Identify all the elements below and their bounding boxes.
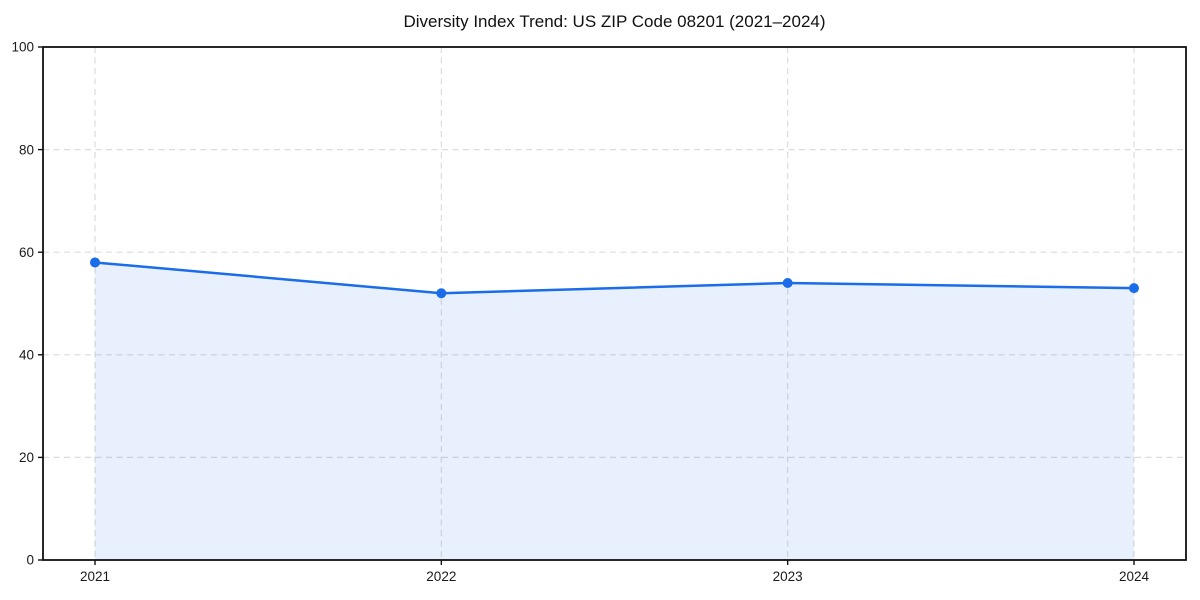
data-point-2023	[782, 277, 793, 288]
x-tick-label: 2024	[1119, 569, 1150, 584]
x-tick-label: 2021	[80, 569, 110, 584]
trend-line	[93, 261, 1136, 295]
x-tick-label: 2022	[426, 569, 456, 584]
plot-border	[42, 46, 1187, 561]
x-tick-label: 2023	[773, 569, 803, 584]
y-tick-label: 100	[11, 40, 34, 55]
y-tick-label: 80	[19, 142, 34, 157]
data-point-2021	[90, 257, 100, 268]
y-tick-label: 20	[19, 450, 34, 465]
y-tick-label: 40	[19, 348, 34, 363]
area-fill	[95, 262, 1134, 560]
data-point-2024	[1129, 283, 1139, 294]
y-tick-label: 0	[26, 553, 34, 568]
y-tick-label: 60	[19, 245, 34, 260]
data-point-2022	[436, 288, 447, 299]
chart-title: Diversity Index Trend: US ZIP Code 08201…	[403, 12, 826, 31]
